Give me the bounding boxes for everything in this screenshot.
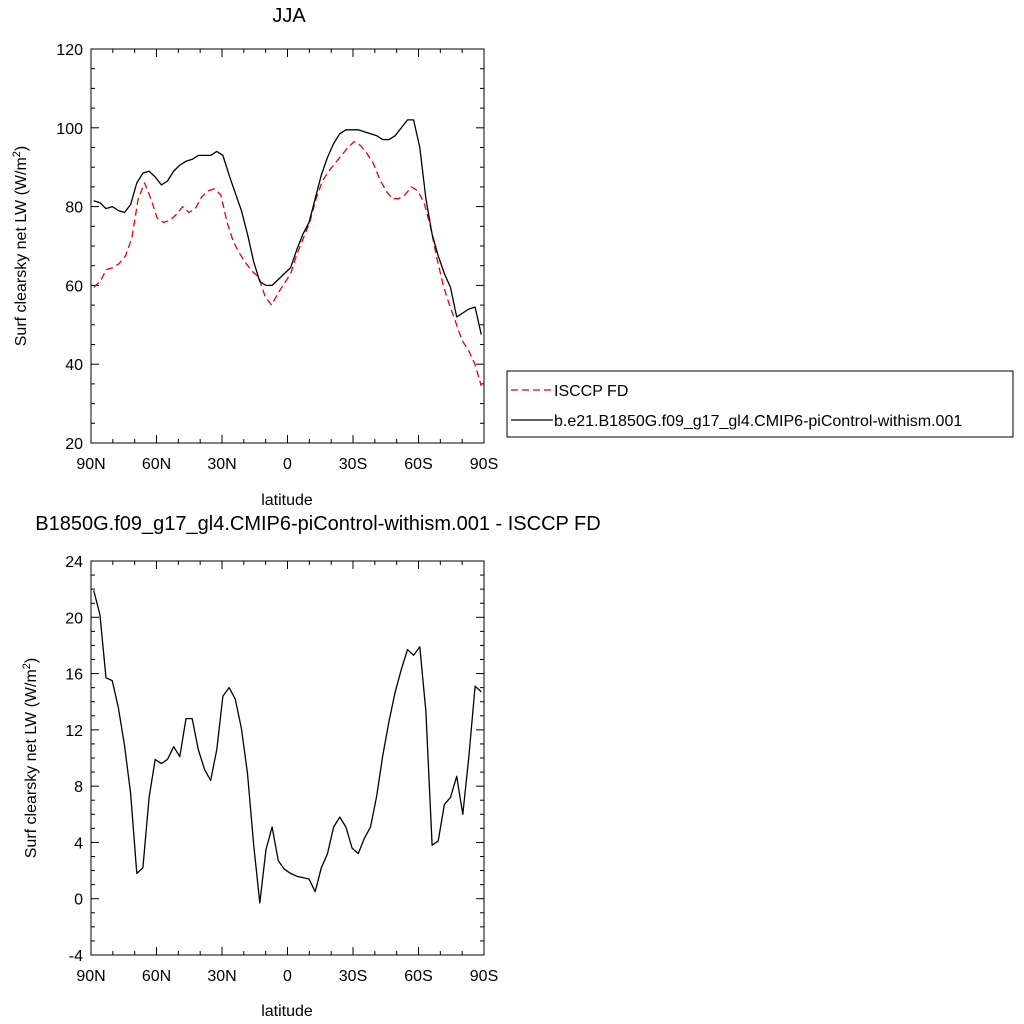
legend-label-obs: ISCCP FD: [554, 383, 628, 400]
top-y-tick-label: 40: [65, 357, 83, 374]
top-panel: JJA 90N 60N 30N 0 30S 60S 90S 20 40 60 80 100 120 l…: [11, 5, 1014, 509]
top-y-tick-label: 60: [65, 278, 83, 295]
bottom-y-tick-label: 0: [74, 892, 83, 909]
bottom-y-ticks: -4 0 4 8 12 16 20 24: [65, 554, 484, 965]
bottom-series-group: [93, 590, 482, 904]
top-x-ticks: 90N 60N 30N 0 30S 60S 90S: [76, 49, 498, 473]
bottom-y-tick-label: 4: [74, 835, 83, 852]
top-series-group: [93, 119, 482, 387]
bottom-y-axis-label: Surf clearsky net LW (W/m2): [21, 658, 40, 859]
top-x-axis-label: latitude: [261, 492, 313, 509]
bottom-x-tick-label: 60S: [404, 968, 432, 985]
bottom-x-tick-label: 90S: [470, 968, 498, 985]
top-y-tick-label: 120: [56, 42, 83, 59]
top-y-tick-label: 100: [56, 121, 83, 138]
top-x-tick-label: 0: [283, 456, 292, 473]
top-y-axis-label: Surf clearsky net LW (W/m2): [11, 146, 30, 347]
top-x-tick-label: 90S: [470, 456, 498, 473]
bottom-x-tick-label: 30N: [207, 968, 236, 985]
top-x-tick-label: 60N: [142, 456, 171, 473]
top-x-tick-label: 90N: [76, 456, 105, 473]
bottom-x-axis-label: latitude: [261, 1003, 313, 1020]
bottom-y-tick-label: -4: [69, 948, 83, 965]
top-x-tick-label: 30N: [207, 456, 236, 473]
top-x-tick-label: 60S: [404, 456, 432, 473]
top-chart-title: JJA: [272, 5, 306, 27]
bottom-plot-frame: [90, 560, 485, 956]
bottom-y-tick-label: 16: [65, 667, 83, 684]
bottom-x-tick-label: 90N: [76, 968, 105, 985]
bottom-series-line-model: [93, 590, 482, 904]
bottom-x-tick-label: 60N: [142, 968, 171, 985]
legend-box: [506, 370, 1014, 438]
bottom-y-tick-label: 24: [65, 554, 83, 571]
top-plot-frame: [90, 48, 485, 444]
bottom-chart-title: B1850G.f09_g17_gl4.CMIP6-piControl-withi…: [35, 513, 600, 535]
bottom-y-tick-label: 20: [65, 610, 83, 627]
bottom-y-tick-label: 8: [74, 779, 83, 796]
top-y-tick-label: 20: [65, 436, 83, 453]
legend-label-model: b.e21.B1850G.f09_g17_gl4.CMIP6-piControl…: [554, 413, 962, 430]
top-series-line-obs: [93, 140, 482, 387]
top-x-tick-label: 30S: [339, 456, 367, 473]
bottom-panel: B1850G.f09_g17_gl4.CMIP6-piControl-withi…: [21, 513, 601, 1020]
legend: ISCCP FD b.e21.B1850G.f09_g17_gl4.CMIP6-…: [506, 370, 1014, 438]
bottom-x-tick-label: 30S: [339, 968, 367, 985]
bottom-x-ticks: 90N 60N 30N 0 30S 60S 90S: [76, 561, 498, 985]
bottom-x-tick-label: 0: [283, 968, 292, 985]
bottom-y-tick-label: 12: [65, 723, 83, 740]
top-y-tick-label: 80: [65, 200, 83, 217]
top-y-ticks: 20 40 60 80 100 120: [56, 42, 484, 453]
top-series-line-model: [93, 119, 482, 335]
